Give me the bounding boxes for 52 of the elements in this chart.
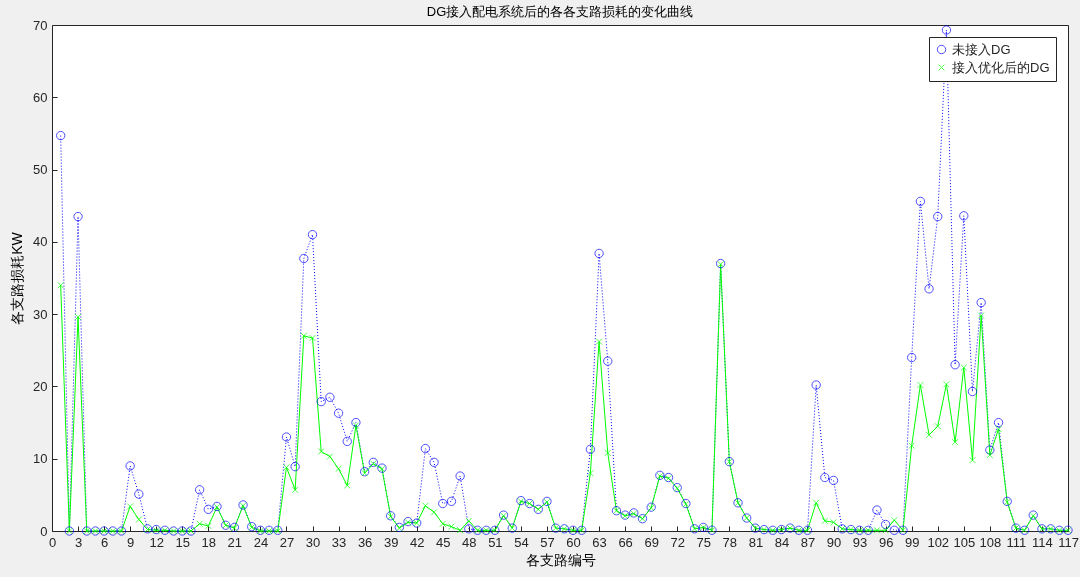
y-tick-label: 50	[33, 162, 48, 178]
legend-label: 接入优化后的DG	[952, 59, 1050, 75]
x-tick-label: 96	[878, 534, 894, 550]
x-tick-label: 27	[279, 534, 295, 550]
x-tick-label: 72	[670, 534, 685, 550]
y-tick-label: 0	[40, 523, 48, 539]
x-axis-title: 各支路编号	[525, 551, 596, 568]
x-tick-label: 57	[540, 534, 555, 550]
x-tick-label: 69	[644, 534, 659, 550]
y-tick-label: 10	[33, 451, 48, 467]
x-tick-label: 99	[904, 534, 920, 550]
x-tick-label: 3	[74, 534, 83, 550]
x-tick-label: 105	[953, 534, 976, 550]
x-tick-label: 42	[409, 534, 425, 550]
x-tick-label: 30	[305, 534, 321, 550]
y-axis-title: 各支路损耗KW	[9, 231, 26, 325]
x-tick-label: 51	[488, 534, 503, 550]
x-tick-label: 117	[1058, 534, 1079, 550]
x-tick-label: 108	[979, 534, 1002, 550]
x-tick-label: 81	[748, 534, 764, 550]
x-tick-label: 45	[436, 534, 451, 550]
x-tick-label: 6	[100, 534, 109, 550]
x-tick-label: 60	[566, 534, 581, 550]
x-tick-label: 15	[175, 534, 190, 550]
x-tick-label: 39	[383, 534, 399, 550]
x-tick-label: 33	[331, 534, 347, 550]
chart-title: DG接入配电系统后的各各支路损耗的变化曲线	[426, 4, 694, 19]
y-tick-label: 20	[33, 378, 48, 394]
x-tick-label: 102	[927, 534, 950, 550]
x-tick-label: 9	[127, 534, 135, 550]
y-tick-label: 30	[33, 306, 48, 322]
x-tick-label: 24	[253, 534, 269, 550]
x-tick-label: 93	[852, 534, 868, 550]
x-tick-label: 111	[1006, 534, 1027, 550]
y-tick-label: 60	[33, 89, 48, 105]
x-tick-label: 75	[696, 534, 712, 550]
x-tick-label: 90	[826, 534, 842, 550]
x-tick-label: 78	[722, 534, 738, 550]
x-tick-label: 87	[800, 534, 816, 550]
x-tick-label: 66	[618, 534, 633, 550]
x-tick-label: 84	[774, 534, 790, 550]
legend-label: 未接入DG	[952, 41, 1011, 57]
x-tick-label: 21	[227, 534, 243, 550]
x-tick-label: 114	[1032, 534, 1053, 550]
x-tick-label: 18	[201, 534, 217, 550]
y-tick-label: 40	[33, 234, 48, 250]
x-tick-label: 48	[462, 534, 477, 550]
y-tick-label: 70	[33, 17, 48, 33]
x-tick-label: 36	[357, 534, 373, 550]
x-tick-label: 63	[592, 534, 607, 550]
x-tick-label: 12	[149, 534, 164, 550]
x-tick-label: 54	[514, 534, 529, 550]
